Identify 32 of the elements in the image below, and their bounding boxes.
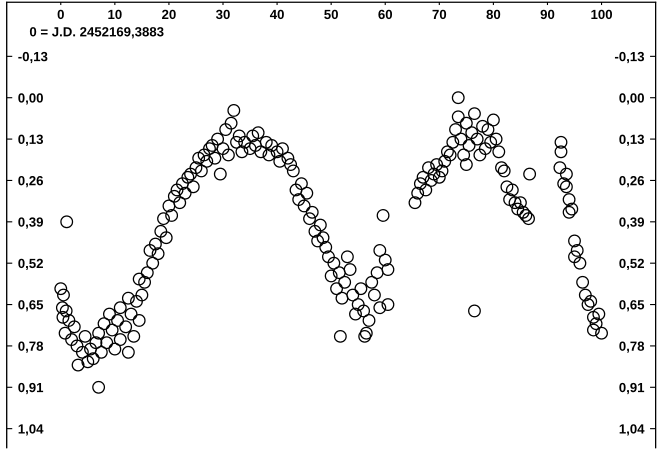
y2-tick-label: 0,91 bbox=[619, 382, 644, 394]
y2-tick-label: -0,13 bbox=[614, 52, 644, 64]
x-tick-label: 40 bbox=[270, 10, 284, 20]
y2-tick-label: 0,00 bbox=[619, 93, 644, 105]
y-tick-label: 0,39 bbox=[18, 217, 43, 229]
y-tick-label: 1,04 bbox=[18, 424, 44, 436]
y2-tick-label: 0,52 bbox=[619, 258, 644, 270]
annotation: 0 = J.D. 2452169,3883 bbox=[30, 27, 164, 38]
y-tick-label: 0,00 bbox=[18, 93, 43, 105]
x-tick-label: 10 bbox=[108, 10, 122, 20]
x-tick-label: 90 bbox=[540, 10, 554, 20]
y-tick-label: 0,26 bbox=[18, 176, 44, 188]
y-tick-label: 0,78 bbox=[18, 341, 44, 353]
x-tick-label: 60 bbox=[378, 10, 392, 20]
x-tick-label: 0 bbox=[58, 10, 64, 20]
y-tick-label: 0,65 bbox=[18, 300, 44, 312]
y-tick-label: -0,13 bbox=[18, 52, 48, 64]
x-tick-label: 70 bbox=[432, 10, 446, 20]
y-tick-label: 0,13 bbox=[18, 134, 44, 146]
y2-tick-label: 0,13 bbox=[619, 134, 644, 146]
x-tick-label: 30 bbox=[216, 10, 230, 20]
y-tick-label: 0,91 bbox=[18, 382, 44, 394]
x-tick-label: 50 bbox=[324, 10, 338, 20]
y2-tick-label: 0,39 bbox=[619, 217, 644, 229]
x-tick-label: 100 bbox=[591, 10, 612, 20]
x-tick-label: 20 bbox=[162, 10, 176, 20]
y2-tick-label: 0,78 bbox=[619, 341, 644, 353]
x-tick-label: 80 bbox=[486, 10, 500, 20]
y2-tick-label: 0,26 bbox=[619, 176, 644, 188]
y2-tick-label: 1,04 bbox=[620, 424, 644, 436]
y2-tick-label: 0,65 bbox=[619, 300, 644, 312]
y-tick-label: 0,52 bbox=[18, 258, 43, 270]
